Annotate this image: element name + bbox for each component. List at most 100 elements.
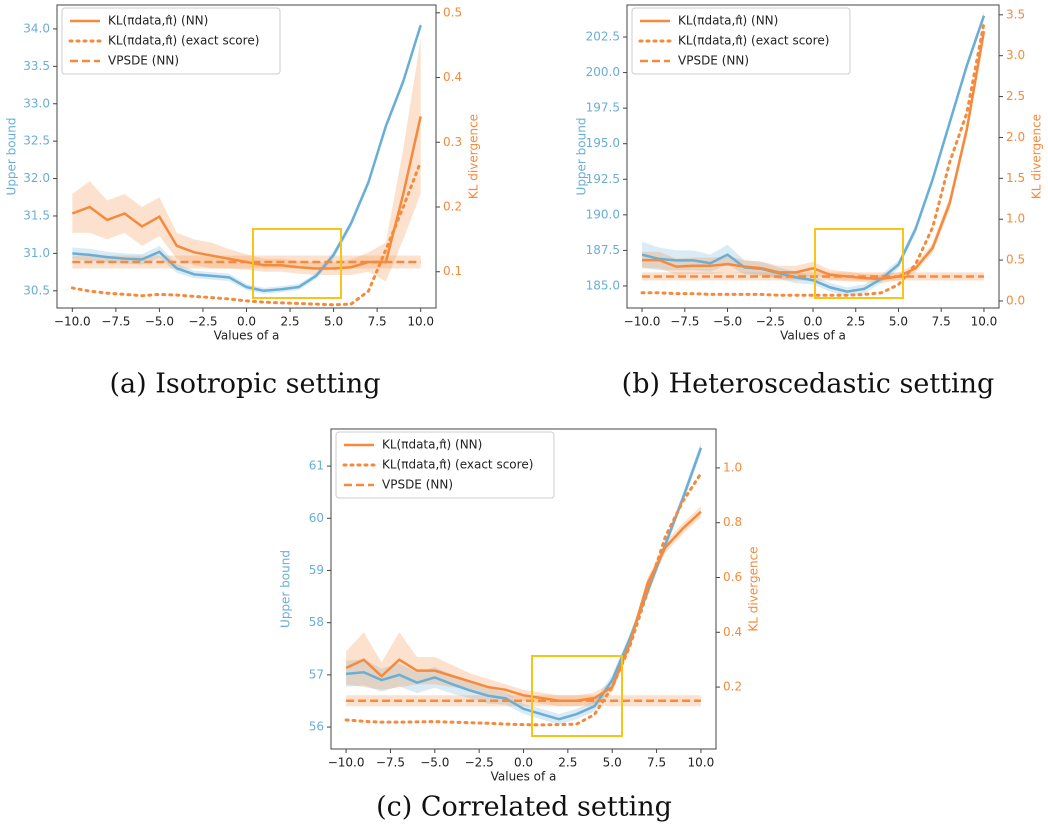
x-axis-label: Values of a (214, 329, 280, 343)
y2-tick-label: 2.5 (1006, 89, 1025, 103)
y-tick-label: 197.5 (586, 101, 620, 115)
error-band (72, 38, 421, 282)
y2-tick-label: 0.8 (723, 515, 742, 529)
x-tick-label: −2.5 (188, 315, 217, 329)
caption: (c) Correlated setting (376, 792, 672, 823)
y2-axis-label: KL divergence (747, 546, 761, 631)
x-tick-label: 0.0 (514, 756, 533, 770)
series-line (71, 116, 422, 270)
highlight-box (252, 228, 342, 299)
y-tick-label: 192.5 (586, 172, 620, 186)
y-axis-label: Upper bound (279, 550, 293, 628)
x-tick-label: 7.5 (647, 756, 666, 770)
x-tick-label: 7.5 (368, 315, 387, 329)
x-tick-label: 0.0 (803, 315, 822, 329)
y-tick-label: 202.5 (586, 30, 620, 44)
x-tick-label: −7.5 (670, 315, 699, 329)
y-axis-label: Upper bound (5, 118, 19, 196)
y2-tick-label: 0.2 (723, 680, 742, 694)
x-tick-label: −5.0 (145, 315, 174, 329)
legend-label: KL(πdata,π̂) (exact score) (382, 458, 533, 472)
x-tick-label: 7.5 (932, 315, 951, 329)
x-tick-label: −2.5 (465, 756, 494, 770)
y2-tick-label: 0.3 (443, 135, 462, 149)
y-tick-label: 187.5 (586, 243, 620, 257)
y-tick-label: 60 (309, 511, 324, 525)
y2-tick-label: 3.0 (1006, 48, 1025, 62)
y-tick-label: 31.5 (23, 208, 50, 222)
y2-tick-label: 0.6 (723, 570, 742, 584)
x-axis-label: Values of a (491, 770, 557, 784)
y2-tick-label: 0.5 (1006, 253, 1025, 267)
y-tick-label: 33.5 (23, 59, 50, 73)
legend-label: VPSDE (NN) (382, 478, 453, 492)
series-line (72, 24, 422, 293)
x-tick-label: −10.0 (624, 315, 661, 329)
caption: (a) Isotropic setting (109, 369, 380, 400)
series-line (344, 471, 703, 727)
x-tick-label: 10.0 (971, 315, 998, 329)
x-tick-label: 5.0 (324, 315, 343, 329)
y-tick-label: 200.0 (586, 65, 620, 79)
y2-tick-label: 0.1 (443, 264, 462, 278)
legend-label: KL(πdata,π̂) (exact score) (108, 34, 259, 48)
legend-box (631, 7, 851, 75)
y2-tick-label: 3.5 (1006, 7, 1025, 21)
y-tick-label: 61 (309, 459, 324, 473)
series-line (642, 30, 986, 281)
y2-tick-label: 1.5 (1006, 171, 1025, 185)
x-tick-label: −10.0 (54, 315, 91, 329)
series-line (345, 510, 702, 703)
x-tick-label: −2.5 (756, 315, 785, 329)
y-tick-label: 32.5 (23, 134, 50, 148)
y2-tick-label: 0.4 (443, 70, 462, 84)
x-tick-label: 0.0 (237, 315, 256, 329)
y-tick-label: 31.0 (23, 246, 50, 260)
series-line (641, 15, 986, 293)
legend-box (335, 431, 555, 499)
x-tick-label: 10.0 (407, 315, 434, 329)
x-tick-label: −5.0 (713, 315, 742, 329)
y2-tick-label: 0.5 (443, 5, 462, 19)
y2-tick-label: 0.0 (1006, 293, 1025, 307)
x-tick-label: 2.5 (558, 756, 577, 770)
x-tick-label: 2.5 (846, 315, 865, 329)
series-line (640, 21, 986, 297)
legend-label: VPSDE (NN) (678, 54, 749, 68)
highlight-box (531, 655, 623, 737)
legend-label: KL(πdata,π̂) (NN) (108, 14, 208, 28)
y-tick-label: 34.0 (23, 21, 50, 35)
x-tick-label: −7.5 (101, 315, 130, 329)
legend-label: KL(πdata,π̂) (exact score) (678, 34, 829, 48)
y-tick-label: 33.0 (23, 96, 50, 110)
y-tick-label: 190.0 (586, 207, 620, 221)
x-tick-label: 5.0 (889, 315, 908, 329)
legend-label: VPSDE (NN) (108, 54, 179, 68)
y2-axis-label: KL divergence (467, 114, 481, 199)
y-tick-label: 30.5 (23, 283, 50, 297)
x-tick-label: −5.0 (420, 756, 449, 770)
x-axis-label: Values of a (780, 329, 846, 343)
highlight-box (814, 228, 904, 299)
legend-label: KL(πdata,π̂) (NN) (382, 438, 482, 452)
y-axis-label: Upper bound (575, 118, 589, 196)
y2-tick-label: 2.0 (1006, 130, 1025, 144)
error-band (346, 506, 701, 707)
error-band (346, 695, 701, 707)
y2-tick-label: 0.4 (723, 625, 742, 639)
y-tick-label: 59 (309, 563, 324, 577)
x-tick-label: 2.5 (280, 315, 299, 329)
y2-tick-label: 1.0 (723, 460, 742, 474)
series-line (70, 160, 423, 307)
x-tick-label: −7.5 (376, 756, 405, 770)
y-tick-label: 58 (309, 615, 324, 629)
legend-label: KL(πdata,π̂) (NN) (678, 14, 778, 28)
y-tick-label: 185.0 (586, 278, 620, 292)
y-tick-label: 32.0 (23, 171, 50, 185)
y2-tick-label: 0.2 (443, 200, 462, 214)
y-tick-label: 195.0 (586, 136, 620, 150)
x-tick-label: −10.0 (328, 756, 365, 770)
caption: (b) Heteroscedastic setting (622, 369, 995, 400)
x-tick-label: 5.0 (603, 756, 622, 770)
